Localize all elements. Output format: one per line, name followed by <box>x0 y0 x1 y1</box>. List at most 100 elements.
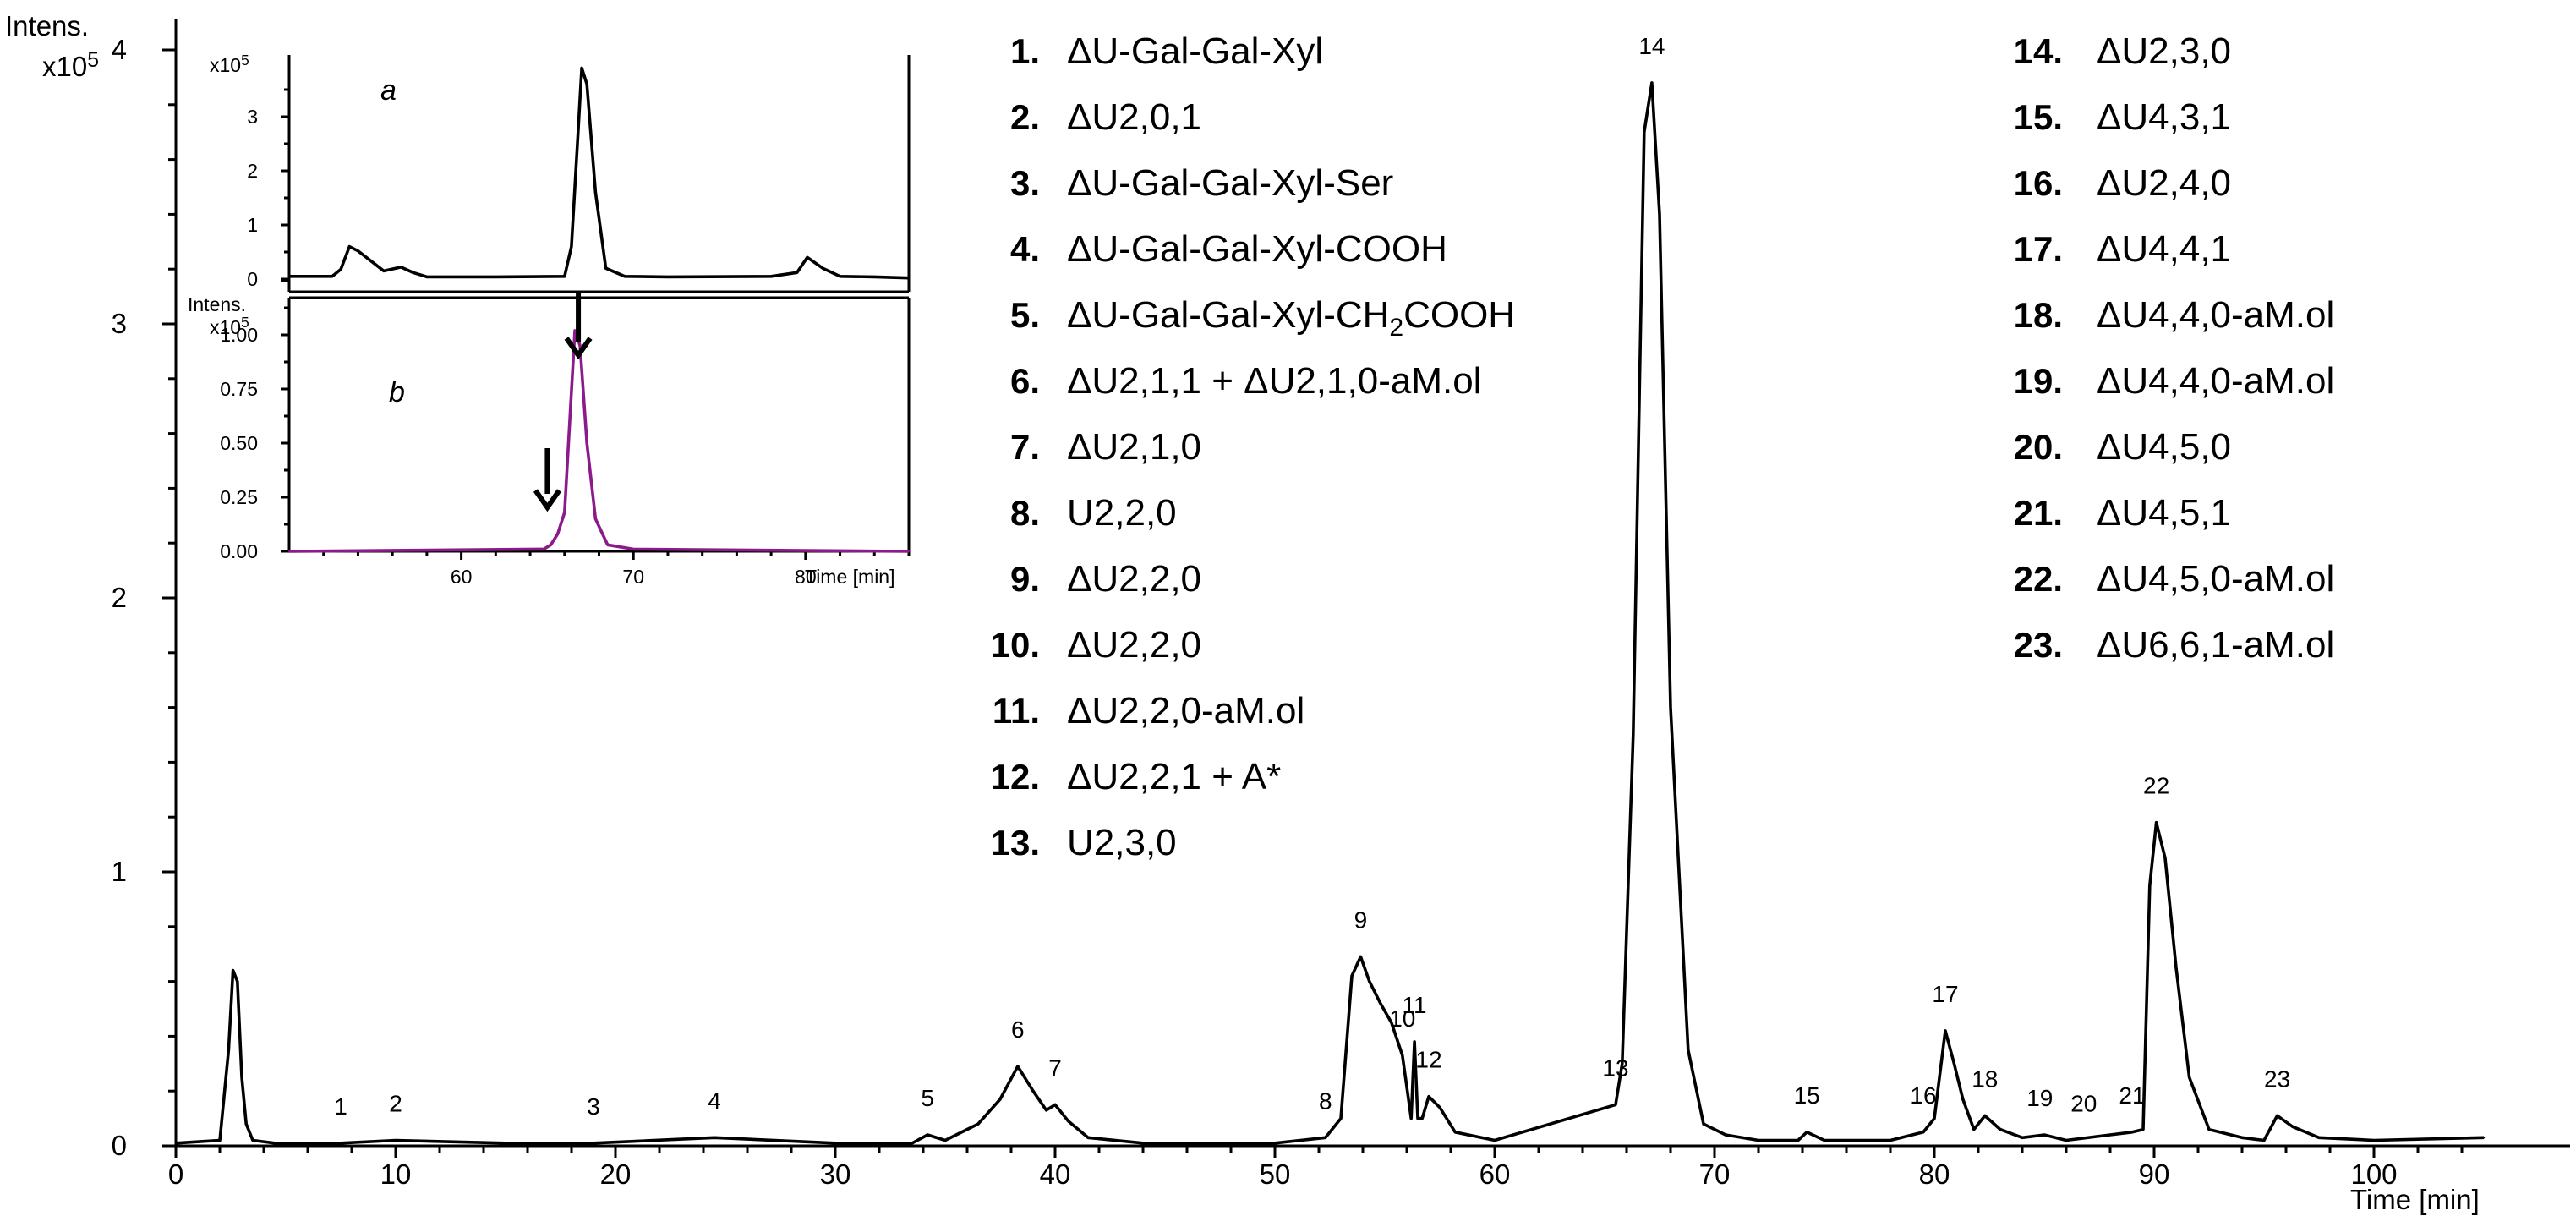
x-tick-label: 50 <box>1260 1158 1291 1190</box>
data-point <box>1016 1065 1020 1068</box>
data-point <box>998 1098 1002 1101</box>
inset-a-y-tick-label: 1 <box>247 214 258 236</box>
legend-number: 12. <box>991 757 1040 797</box>
data-point <box>339 1142 342 1145</box>
inset-a-point <box>570 245 572 248</box>
data-point <box>911 1142 914 1145</box>
inset-a-y-scale: x105 <box>210 52 249 76</box>
legend-number: 3. <box>1010 163 1040 203</box>
data-point <box>1410 1117 1413 1120</box>
data-point <box>2163 857 2167 859</box>
data-point <box>2188 1076 2190 1079</box>
data-point <box>1972 1128 1975 1131</box>
data-point <box>1983 1115 1986 1117</box>
data-point <box>1933 1117 1936 1120</box>
peak-label-5: 5 <box>921 1085 934 1111</box>
inset-a-point <box>288 275 290 277</box>
data-point <box>1621 1062 1624 1065</box>
legend-number: 16. <box>2014 163 2063 203</box>
inset-b-point <box>579 344 582 347</box>
inset-a-point <box>873 276 876 278</box>
data-point <box>1207 1142 1211 1145</box>
inset-b-y-scale: x105 <box>210 314 249 338</box>
inset-a-point <box>412 271 414 274</box>
legend-text: ΔU4,5,0-aM.ol <box>2097 558 2334 600</box>
data-point <box>1379 1002 1382 1005</box>
data-point <box>1999 1128 2002 1131</box>
data-point <box>927 1133 929 1137</box>
legend-text: ΔU-Gal-Gal-Xyl-CH2COOH <box>1067 294 1515 342</box>
inset-b-point <box>606 544 609 546</box>
y-scale-label: x105 <box>42 49 99 82</box>
legend-text: ΔU-Gal-Gal-Xyl-COOH <box>1067 228 1447 270</box>
inset-b: 0.00 0.25 0.50 0.75 1.00 Intens.x105 60 70 80Tim… <box>188 279 911 588</box>
inset-a-trace <box>289 66 910 280</box>
peak-label-4: 4 <box>708 1087 721 1114</box>
data-point <box>232 969 234 972</box>
y-tick-label: 2 <box>112 582 127 613</box>
data-point <box>1053 1104 1057 1106</box>
legend-number: 8. <box>1010 493 1040 533</box>
inset-a-point <box>400 266 402 268</box>
inset-a-point <box>604 267 607 270</box>
data-point <box>1339 1117 1343 1120</box>
legend-text: ΔU2,2,0 <box>1067 558 1201 600</box>
data-point <box>1454 1131 1457 1134</box>
peak-label-16: 16 <box>1910 1082 1936 1109</box>
data-point <box>1650 81 1654 85</box>
data-point <box>2317 1137 2321 1139</box>
legend-text: ΔU-Gal-Gal-Xyl-Ser <box>1067 162 1393 204</box>
data-point <box>2174 967 2178 969</box>
data-point <box>227 1049 230 1051</box>
data-point <box>2155 821 2158 824</box>
inset-b-trace <box>288 329 910 553</box>
legend-number: 2. <box>1010 97 1040 137</box>
x-tick-label: 20 <box>600 1158 632 1190</box>
inset-a-point <box>624 275 626 277</box>
legend-number: 22. <box>2014 559 2063 599</box>
data-point <box>1669 706 1672 709</box>
legend-text: ΔU4,4,1 <box>2097 228 2231 270</box>
data-point <box>2108 1133 2112 1137</box>
inset-b-x-tick-label: 80 <box>795 566 817 588</box>
data-point <box>2372 1139 2376 1142</box>
data-point <box>1427 1095 1430 1098</box>
data-point <box>1390 1022 1393 1024</box>
data-point <box>394 1139 397 1142</box>
x-tick-label: 30 <box>820 1158 851 1190</box>
data-point <box>1922 1131 1925 1134</box>
inset-b-x-label: Time [min] <box>805 566 895 588</box>
legend-number: 4. <box>1010 229 1040 269</box>
legend-text: U2,2,0 <box>1067 492 1177 534</box>
inset-a-point <box>822 267 824 270</box>
peak-label-23: 23 <box>2264 1065 2290 1092</box>
x-tick-label: 10 <box>380 1158 412 1190</box>
inset-b-y-tick-label: 0.75 <box>220 378 258 400</box>
x-tick-label: 70 <box>1699 1158 1731 1190</box>
legend-number: 15. <box>2014 97 2063 137</box>
y-tick-label: 3 <box>112 308 127 339</box>
peak-label-3: 3 <box>587 1093 600 1120</box>
data-point <box>1438 1106 1441 1109</box>
inset-b-point <box>594 518 597 520</box>
data-point <box>1702 1122 1705 1126</box>
data-point <box>1797 1139 1799 1142</box>
legend-number: 5. <box>1010 295 1040 335</box>
data-point <box>2043 1133 2046 1137</box>
peak-label-6: 6 <box>1011 1016 1025 1043</box>
data-point <box>2276 1115 2278 1117</box>
data-point <box>1493 1139 1496 1142</box>
data-point <box>1350 974 1354 978</box>
data-point <box>2021 1137 2024 1139</box>
inset-a-point <box>770 275 773 277</box>
inset-b-y-tick-label: 0.25 <box>220 486 258 508</box>
inset-b-point <box>568 420 571 423</box>
data-point <box>1421 1117 1424 1120</box>
inset-b-point <box>574 329 576 331</box>
inset-a-point <box>348 245 351 248</box>
legend-text: ΔU2,2,1 + A* <box>1067 756 1281 797</box>
inset-b-point <box>632 548 635 550</box>
peak-label-9: 9 <box>1354 907 1368 933</box>
peak-label-8: 8 <box>1319 1087 1332 1114</box>
legend-text: ΔU2,2,0 <box>1067 624 1201 666</box>
